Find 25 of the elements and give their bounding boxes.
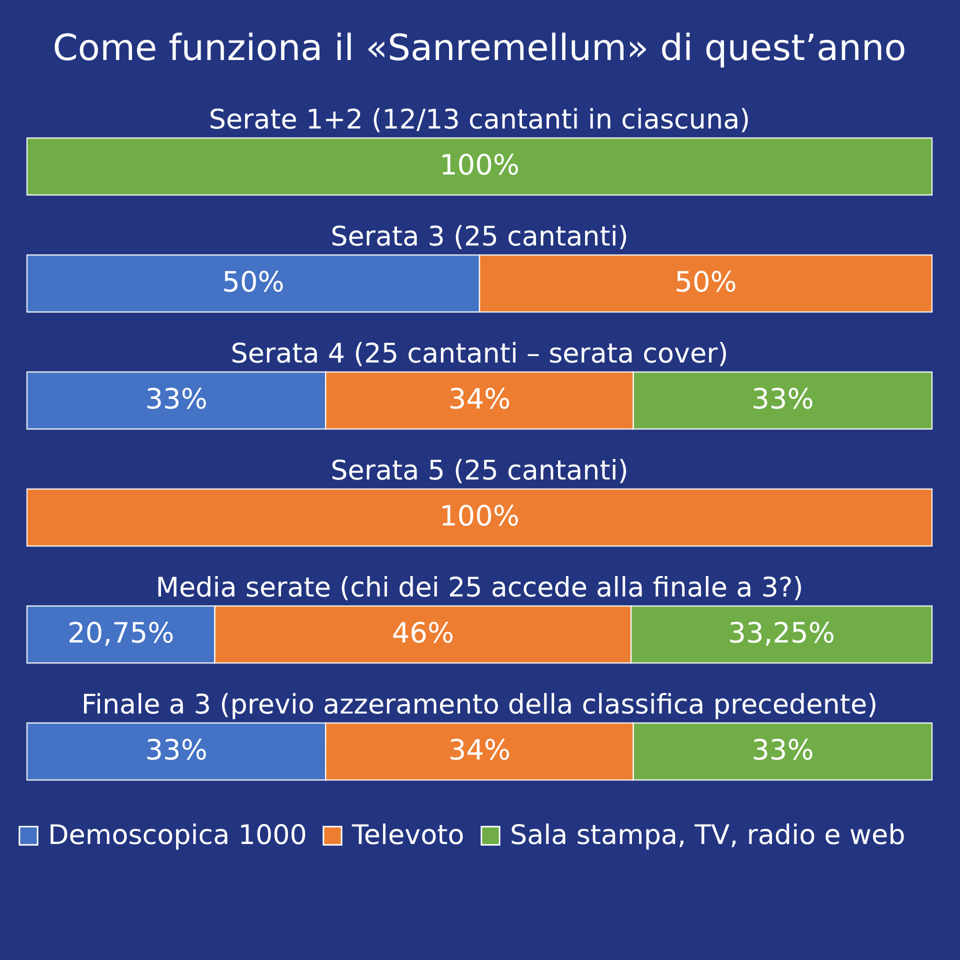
data-label: 33%: [752, 734, 814, 767]
y-tick-label: Serata 4 (25 cantanti – serata cover): [230, 338, 728, 370]
data-label: 20,75%: [68, 616, 174, 650]
legend-label: Sala stampa, TV, radio e web: [510, 820, 906, 851]
y-tick-label: Finale a 3 (previo azzeramento della classifica precedente): [81, 690, 878, 721]
data-label: 33%: [752, 382, 814, 416]
data-label: 100%: [439, 500, 520, 533]
legend-label: Demoscopica 1000: [48, 820, 307, 851]
data-label: 46%: [392, 616, 454, 650]
data-label: 34%: [448, 734, 511, 767]
bar: [26, 488, 933, 547]
data-label: 50%: [222, 266, 284, 299]
data-label: 33%: [145, 382, 208, 416]
data-label: 33%: [145, 734, 208, 767]
data-label: 100%: [439, 148, 520, 182]
y-tick-label: Media serate (chi dei 25 accede alla finale a 3?): [156, 572, 804, 604]
y-tick-label: Serata 5 (25 cantanti): [330, 456, 628, 487]
legend-label: Televoto: [351, 820, 464, 851]
data-label: 34%: [448, 382, 511, 416]
data-label: 33,25%: [728, 616, 835, 650]
data-label: 50%: [674, 266, 737, 299]
chart-title: Come funziona il «Sanremellum» di quest’anno: [52, 28, 906, 69]
bar: [26, 137, 933, 196]
y-tick-label: Serata 3 (25 cantanti): [330, 222, 628, 253]
y-tick-label: Serate 1+2 (12/13 cantanti in ciascuna): [208, 104, 750, 136]
